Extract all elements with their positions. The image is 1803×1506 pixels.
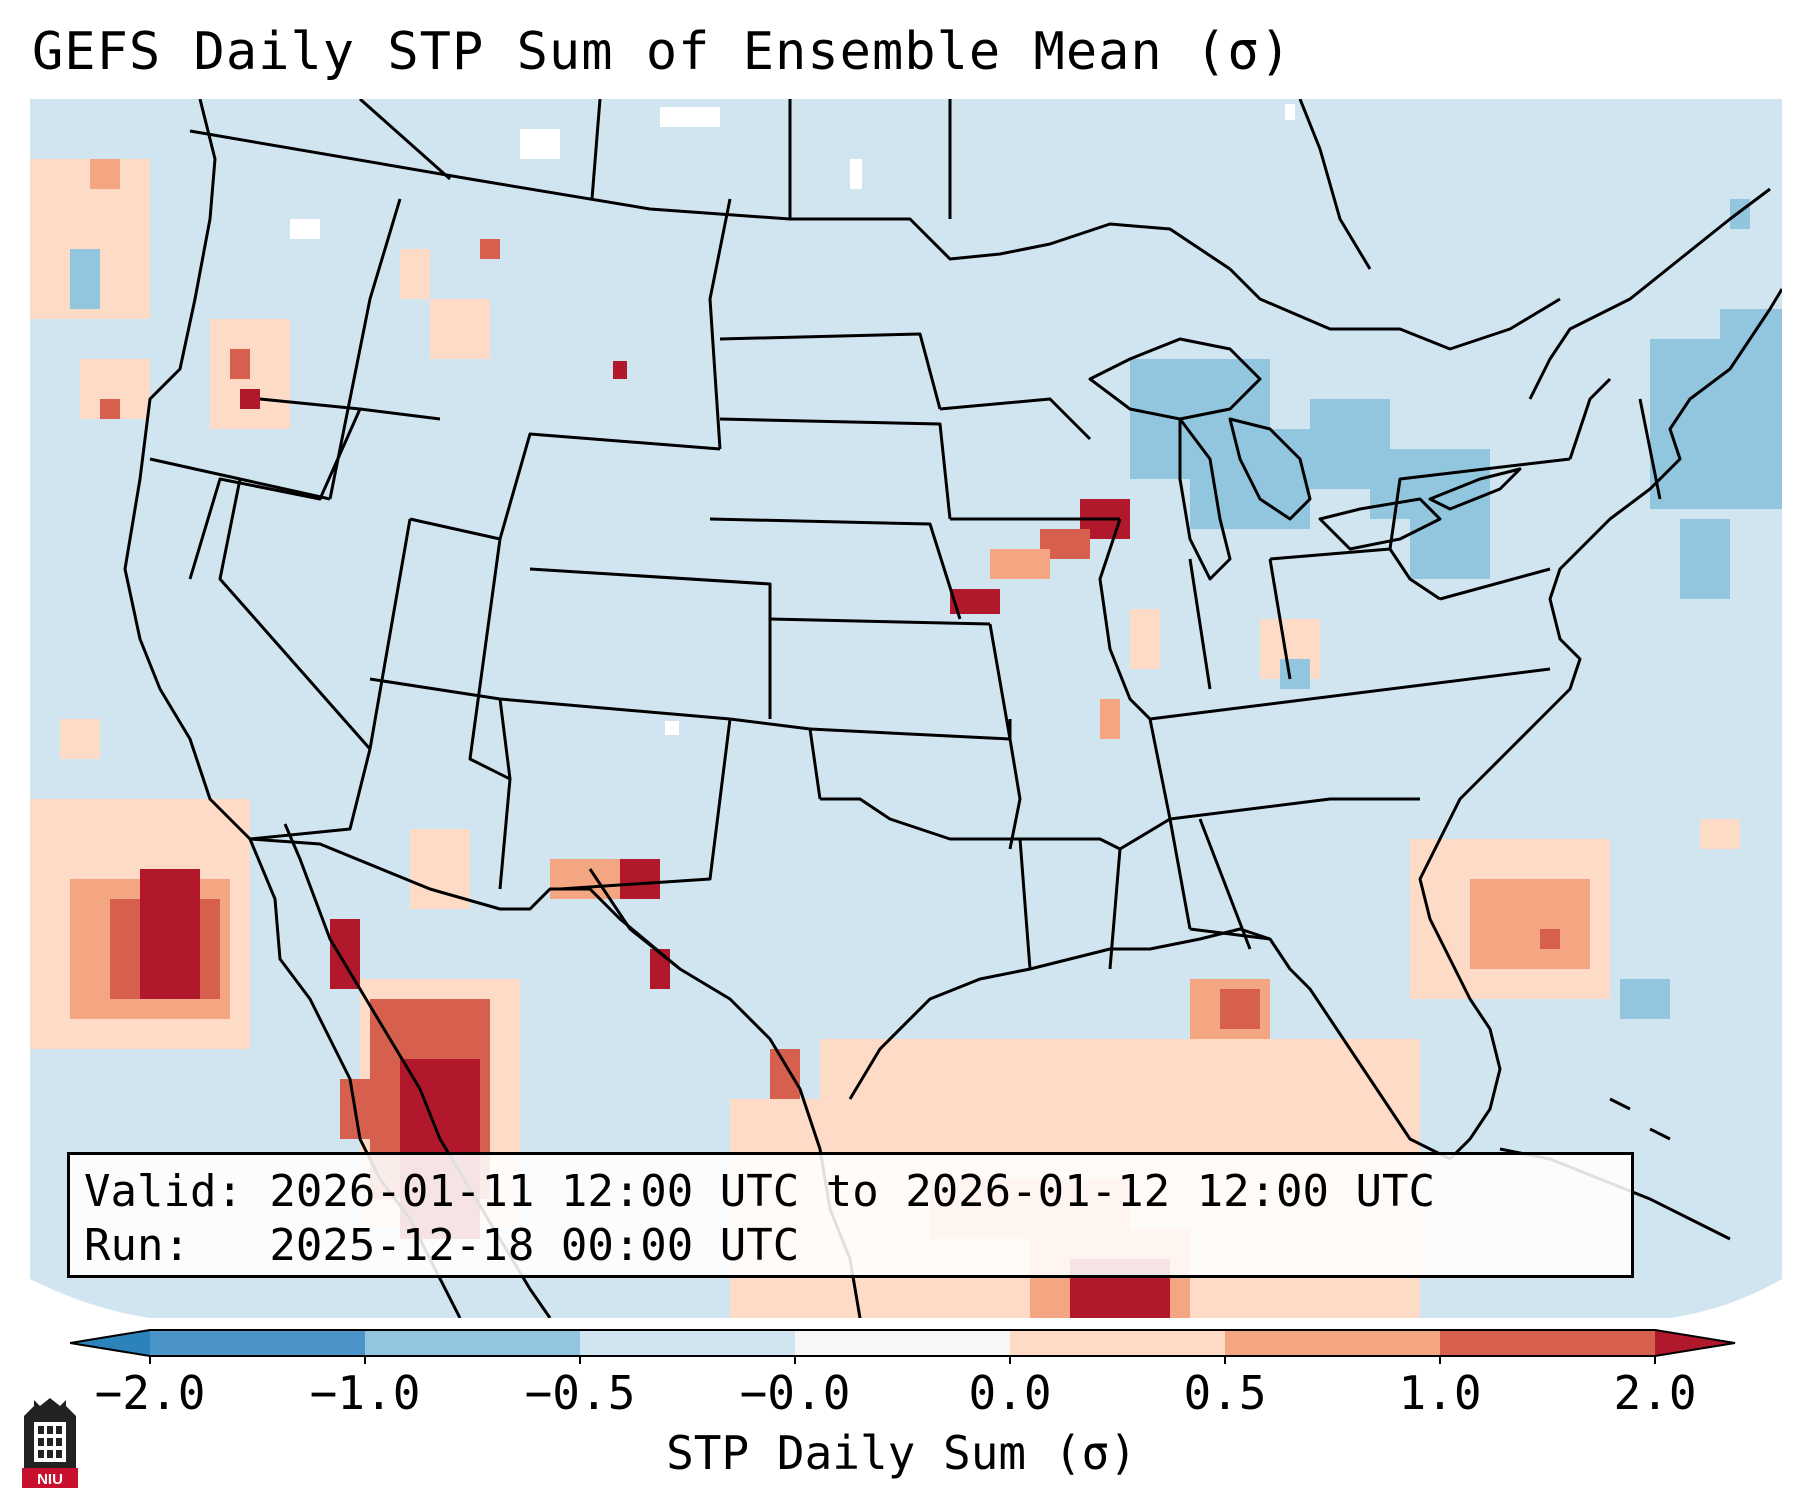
colorbar-tick-label: 2.0	[1613, 1366, 1697, 1420]
colorbar-tick-label: −0.0	[739, 1366, 851, 1420]
colorbar-tick-label: −1.0	[309, 1366, 421, 1420]
colorbar-tick-label: −2.0	[94, 1366, 206, 1420]
colorbar-tick-label: 0.5	[1183, 1366, 1267, 1420]
colorbar-label: STP Daily Sum (σ)	[666, 1426, 1137, 1480]
map-title: GEFS Daily STP Sum of Ensemble Mean (σ)	[32, 22, 1292, 82]
colorbar	[70, 1329, 1736, 1364]
colorbar-segment	[1225, 1330, 1440, 1356]
run-time-text: Run: 2025-12-18 00:00 UTC	[84, 1220, 800, 1271]
colorbar-segment	[1440, 1330, 1655, 1356]
colorbar-segment	[795, 1330, 1010, 1356]
niu-logo-icon: NIU	[22, 1398, 78, 1488]
map-panel	[30, 99, 1782, 1318]
valid-run-infobox: Valid: 2026-01-11 12:00 UTC to 2026-01-1…	[67, 1152, 1634, 1278]
colorbar-tick-label: 0.0	[968, 1366, 1052, 1420]
colorbar-ticks	[149, 1356, 1656, 1364]
colorbar-segment	[150, 1330, 365, 1356]
colorbar-segment	[1010, 1330, 1225, 1356]
projection-edge	[1670, 1279, 1782, 1318]
colorbar-extend-min	[70, 1330, 150, 1356]
projection-edge	[30, 1279, 150, 1318]
colorbar-segment	[580, 1330, 795, 1356]
valid-time-text: Valid: 2026-01-11 12:00 UTC to 2026-01-1…	[84, 1166, 1436, 1217]
colorbar-segment	[365, 1330, 580, 1356]
colorbar-tick-label: −0.5	[524, 1366, 636, 1420]
colorbar-tick-label: 1.0	[1398, 1366, 1482, 1420]
state-borders	[123, 99, 1782, 1318]
colorbar-extend-max	[1655, 1330, 1735, 1356]
map-canvas	[30, 99, 1782, 1318]
logo-text: NIU	[37, 1471, 63, 1488]
